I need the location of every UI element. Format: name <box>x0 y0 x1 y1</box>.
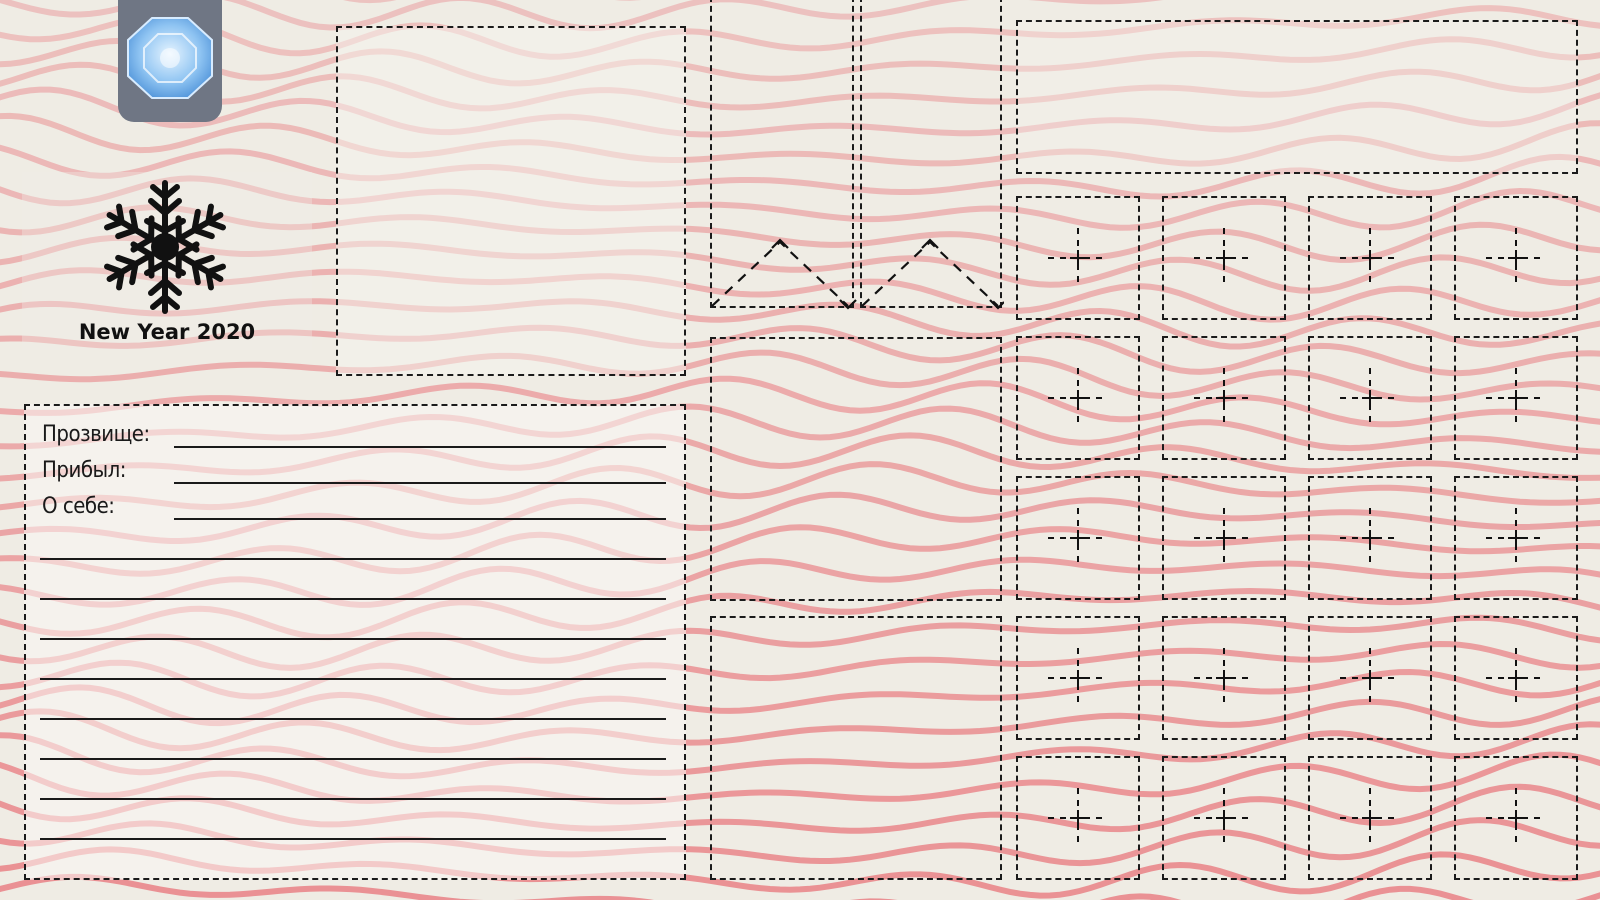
stamp-cell[interactable] <box>1454 476 1578 600</box>
stamp-cell[interactable] <box>1308 756 1432 880</box>
stamp-cell[interactable] <box>1454 336 1578 460</box>
center-panel-bottom <box>710 616 1002 880</box>
center-panel-top <box>710 337 1002 601</box>
stamp-cell[interactable] <box>1162 616 1286 740</box>
stamp-cell[interactable] <box>1308 476 1432 600</box>
field-input-line[interactable] <box>174 518 666 520</box>
fold-arrows <box>711 238 1004 310</box>
blank-line[interactable] <box>40 838 666 840</box>
blank-line[interactable] <box>40 798 666 800</box>
field-input-line[interactable] <box>174 446 666 448</box>
blank-line[interactable] <box>40 678 666 680</box>
crosshair-icon <box>1340 368 1400 428</box>
crosshair-icon <box>1194 788 1254 848</box>
crosshair-icon <box>1486 788 1546 848</box>
stamp-cell[interactable] <box>1016 336 1140 460</box>
snowflake-icon <box>104 180 226 314</box>
stamp-cell[interactable] <box>1454 756 1578 880</box>
crosshair-icon <box>1486 508 1546 568</box>
blank-line[interactable] <box>40 758 666 760</box>
field-label: Прозвище: <box>42 422 150 447</box>
stamp-cell[interactable] <box>1162 196 1286 320</box>
stamp-cell[interactable] <box>1308 336 1432 460</box>
crosshair-icon <box>1048 228 1108 288</box>
blank-line[interactable] <box>40 718 666 720</box>
stamp-cell[interactable] <box>1308 616 1432 740</box>
stamp-cell[interactable] <box>1016 616 1140 740</box>
fold-flap-left <box>710 0 854 308</box>
fold-flap-right <box>860 0 1002 308</box>
brand-title: New Year 2020 <box>78 320 256 344</box>
crosshair-icon <box>1048 788 1108 848</box>
stamp-cell[interactable] <box>1162 476 1286 600</box>
blank-line[interactable] <box>40 598 666 600</box>
crosshair-icon <box>1048 368 1108 428</box>
stamp-cell[interactable] <box>1308 196 1432 320</box>
crosshair-icon <box>1340 648 1400 708</box>
header-box <box>1016 20 1578 174</box>
crosshair-icon <box>1194 228 1254 288</box>
stamp-cell[interactable] <box>1016 196 1140 320</box>
gem-badge <box>118 0 222 122</box>
crosshair-icon <box>1340 508 1400 568</box>
field-label: О себе: <box>42 494 115 519</box>
crosshair-icon <box>1194 648 1254 708</box>
field-input-line[interactable] <box>174 482 666 484</box>
stamp-cell[interactable] <box>1016 476 1140 600</box>
crosshair-icon <box>1194 368 1254 428</box>
crosshair-icon <box>1486 228 1546 288</box>
crosshair-icon <box>1194 508 1254 568</box>
crosshair-icon <box>1486 648 1546 708</box>
crosshair-icon <box>1048 508 1108 568</box>
stamp-cell[interactable] <box>1016 756 1140 880</box>
blank-line[interactable] <box>40 638 666 640</box>
blank-line[interactable] <box>40 558 666 560</box>
stamp-cell[interactable] <box>1454 616 1578 740</box>
stamp-cell[interactable] <box>1162 336 1286 460</box>
field-label: Прибыл: <box>42 458 126 483</box>
crosshair-icon <box>1048 648 1108 708</box>
crosshair-icon <box>1486 368 1546 428</box>
crosshair-icon <box>1340 228 1400 288</box>
crosshair-icon <box>1340 788 1400 848</box>
photo-frame <box>336 26 686 376</box>
stamp-cell[interactable] <box>1454 196 1578 320</box>
gem-icon <box>127 17 213 99</box>
stamp-cell[interactable] <box>1162 756 1286 880</box>
